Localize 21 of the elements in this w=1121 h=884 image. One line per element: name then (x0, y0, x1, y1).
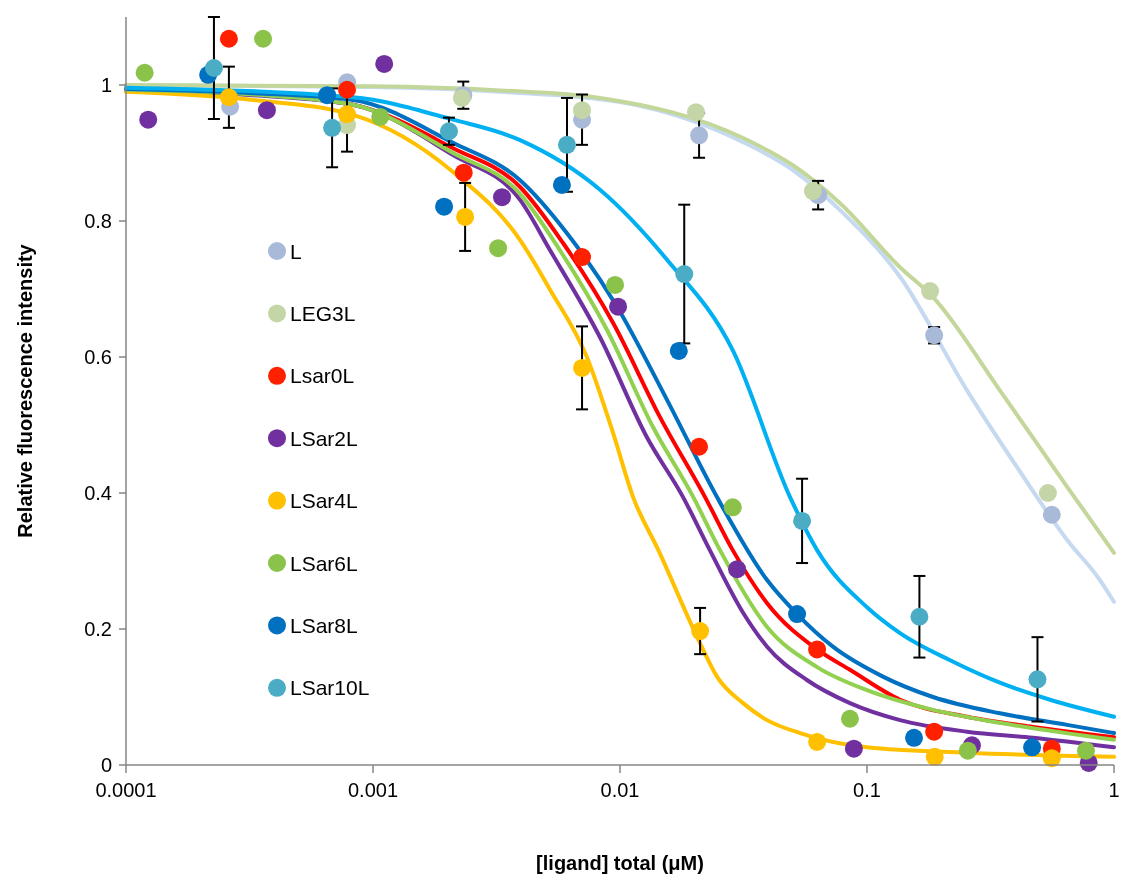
x-tick-label: 1 (1108, 779, 1120, 801)
legend-label: Lsar0L (290, 364, 355, 388)
x-tick-label: 0.1 (853, 779, 881, 801)
y-tick-label: 0.6 (84, 346, 112, 368)
y-tick-label: 0 (100, 754, 112, 776)
y-axis-title: Relative fluorescence intensity (14, 243, 36, 538)
legend-label: LSar2L (290, 426, 358, 450)
legend-label: LEG3L (290, 301, 356, 325)
legend-label: LSar6L (290, 551, 358, 575)
y-tick-label: 0.4 (84, 482, 112, 504)
x-tick-label: 0.001 (347, 779, 399, 801)
y-tick-label: 0.2 (84, 618, 112, 640)
legend-label: LSar4L (290, 489, 358, 513)
y-tick-label: 1 (100, 74, 112, 96)
legend-label: L (290, 239, 302, 263)
legend-label: LSar8L (290, 613, 358, 637)
x-tick-label: 0.0001 (95, 779, 157, 801)
x-tick-label: 0.01 (600, 779, 640, 801)
x-axis-title: [ligand] total (μM) (536, 852, 704, 874)
legend-label: LSar10L (290, 676, 370, 700)
y-tick-label: 0.8 (84, 210, 112, 232)
